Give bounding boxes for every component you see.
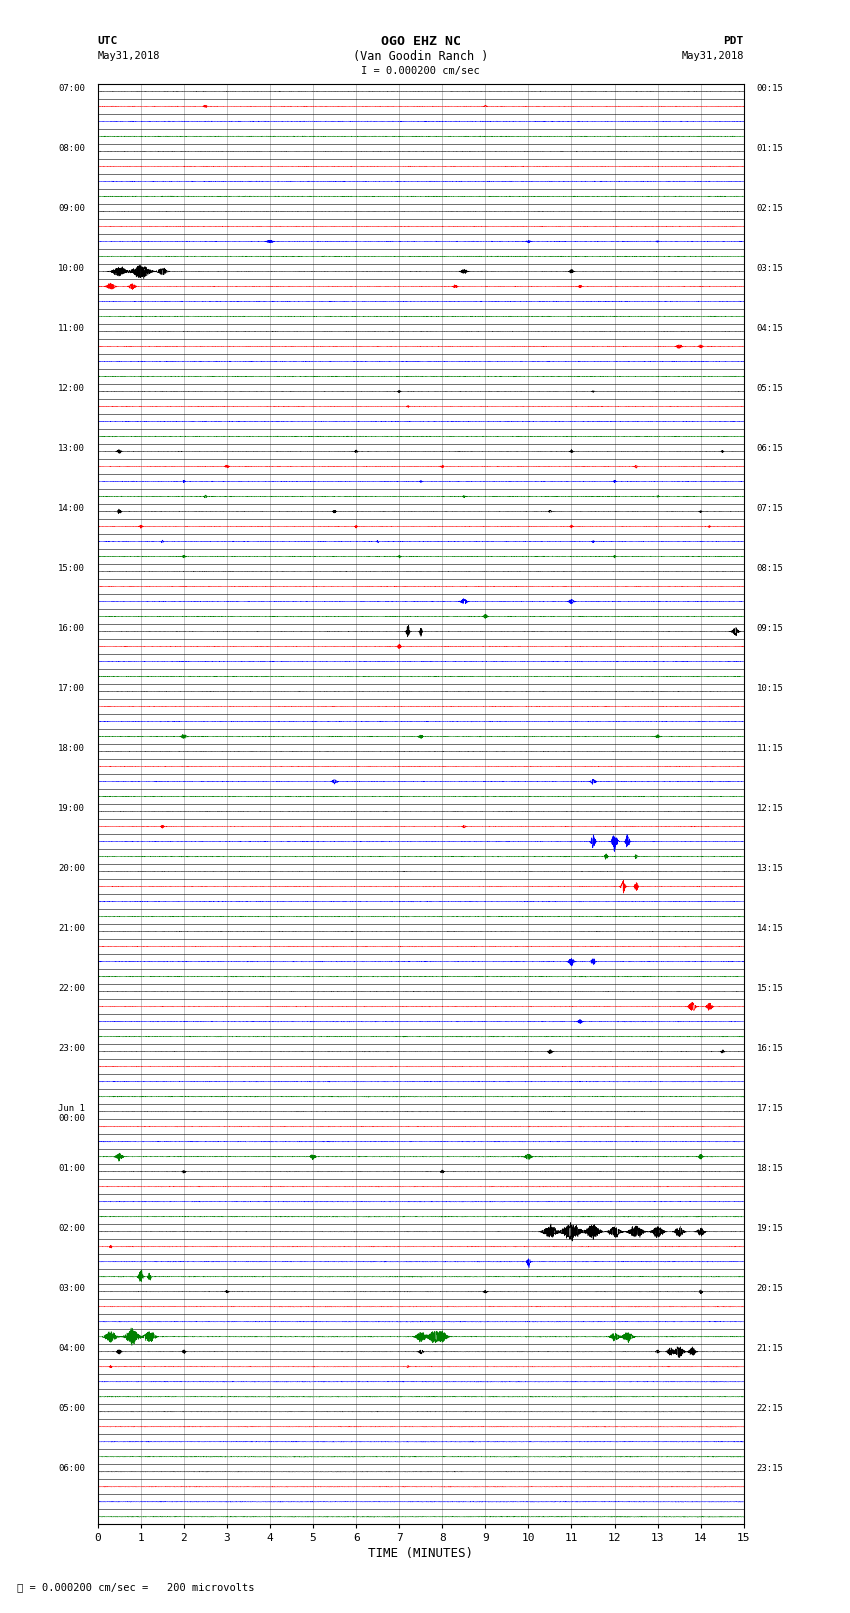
- Text: 10:15: 10:15: [756, 684, 784, 694]
- Text: 23:00: 23:00: [58, 1044, 85, 1053]
- Text: 13:00: 13:00: [58, 444, 85, 453]
- Text: 23:15: 23:15: [756, 1465, 784, 1473]
- Text: 15:15: 15:15: [756, 984, 784, 994]
- Text: 09:00: 09:00: [58, 203, 85, 213]
- Text: 12:00: 12:00: [58, 384, 85, 394]
- Text: 10:00: 10:00: [58, 265, 85, 273]
- Text: 03:00: 03:00: [58, 1284, 85, 1294]
- Text: 13:15: 13:15: [756, 865, 784, 873]
- Text: 03:15: 03:15: [756, 265, 784, 273]
- Text: 16:00: 16:00: [58, 624, 85, 632]
- Text: 07:15: 07:15: [756, 503, 784, 513]
- Text: 12:15: 12:15: [756, 805, 784, 813]
- Text: 20:00: 20:00: [58, 865, 85, 873]
- Text: (Van Goodin Ranch ): (Van Goodin Ranch ): [353, 50, 489, 63]
- Text: OGO EHZ NC: OGO EHZ NC: [381, 34, 461, 48]
- Text: 05:00: 05:00: [58, 1405, 85, 1413]
- Text: 16:15: 16:15: [756, 1044, 784, 1053]
- Text: Jun 1
00:00: Jun 1 00:00: [58, 1105, 85, 1123]
- Text: 06:00: 06:00: [58, 1465, 85, 1473]
- Text: 19:00: 19:00: [58, 805, 85, 813]
- Text: 08:00: 08:00: [58, 144, 85, 153]
- Text: 19:15: 19:15: [756, 1224, 784, 1234]
- Text: 04:00: 04:00: [58, 1344, 85, 1353]
- Text: 15:00: 15:00: [58, 565, 85, 573]
- Text: 11:15: 11:15: [756, 744, 784, 753]
- Text: 18:15: 18:15: [756, 1165, 784, 1173]
- Text: 06:15: 06:15: [756, 444, 784, 453]
- Text: 22:00: 22:00: [58, 984, 85, 994]
- Text: 14:15: 14:15: [756, 924, 784, 932]
- Text: 05:15: 05:15: [756, 384, 784, 394]
- X-axis label: TIME (MINUTES): TIME (MINUTES): [368, 1547, 473, 1560]
- Text: I = 0.000200 cm/sec: I = 0.000200 cm/sec: [361, 66, 480, 76]
- Text: 00:15: 00:15: [756, 84, 784, 94]
- Text: PDT: PDT: [723, 35, 744, 47]
- Text: ⅰ = 0.000200 cm/sec =   200 microvolts: ⅰ = 0.000200 cm/sec = 200 microvolts: [17, 1582, 254, 1592]
- Text: 01:15: 01:15: [756, 144, 784, 153]
- Text: May31,2018: May31,2018: [98, 52, 161, 61]
- Text: 21:00: 21:00: [58, 924, 85, 932]
- Text: 04:15: 04:15: [756, 324, 784, 332]
- Text: 02:00: 02:00: [58, 1224, 85, 1234]
- Text: May31,2018: May31,2018: [681, 52, 744, 61]
- Text: 17:15: 17:15: [756, 1105, 784, 1113]
- Text: 22:15: 22:15: [756, 1405, 784, 1413]
- Text: 09:15: 09:15: [756, 624, 784, 632]
- Text: 11:00: 11:00: [58, 324, 85, 332]
- Text: 18:00: 18:00: [58, 744, 85, 753]
- Text: 02:15: 02:15: [756, 203, 784, 213]
- Text: 08:15: 08:15: [756, 565, 784, 573]
- Text: 14:00: 14:00: [58, 503, 85, 513]
- Text: 17:00: 17:00: [58, 684, 85, 694]
- Text: 21:15: 21:15: [756, 1344, 784, 1353]
- Text: 07:00: 07:00: [58, 84, 85, 94]
- Text: 20:15: 20:15: [756, 1284, 784, 1294]
- Text: UTC: UTC: [98, 35, 118, 47]
- Text: 01:00: 01:00: [58, 1165, 85, 1173]
